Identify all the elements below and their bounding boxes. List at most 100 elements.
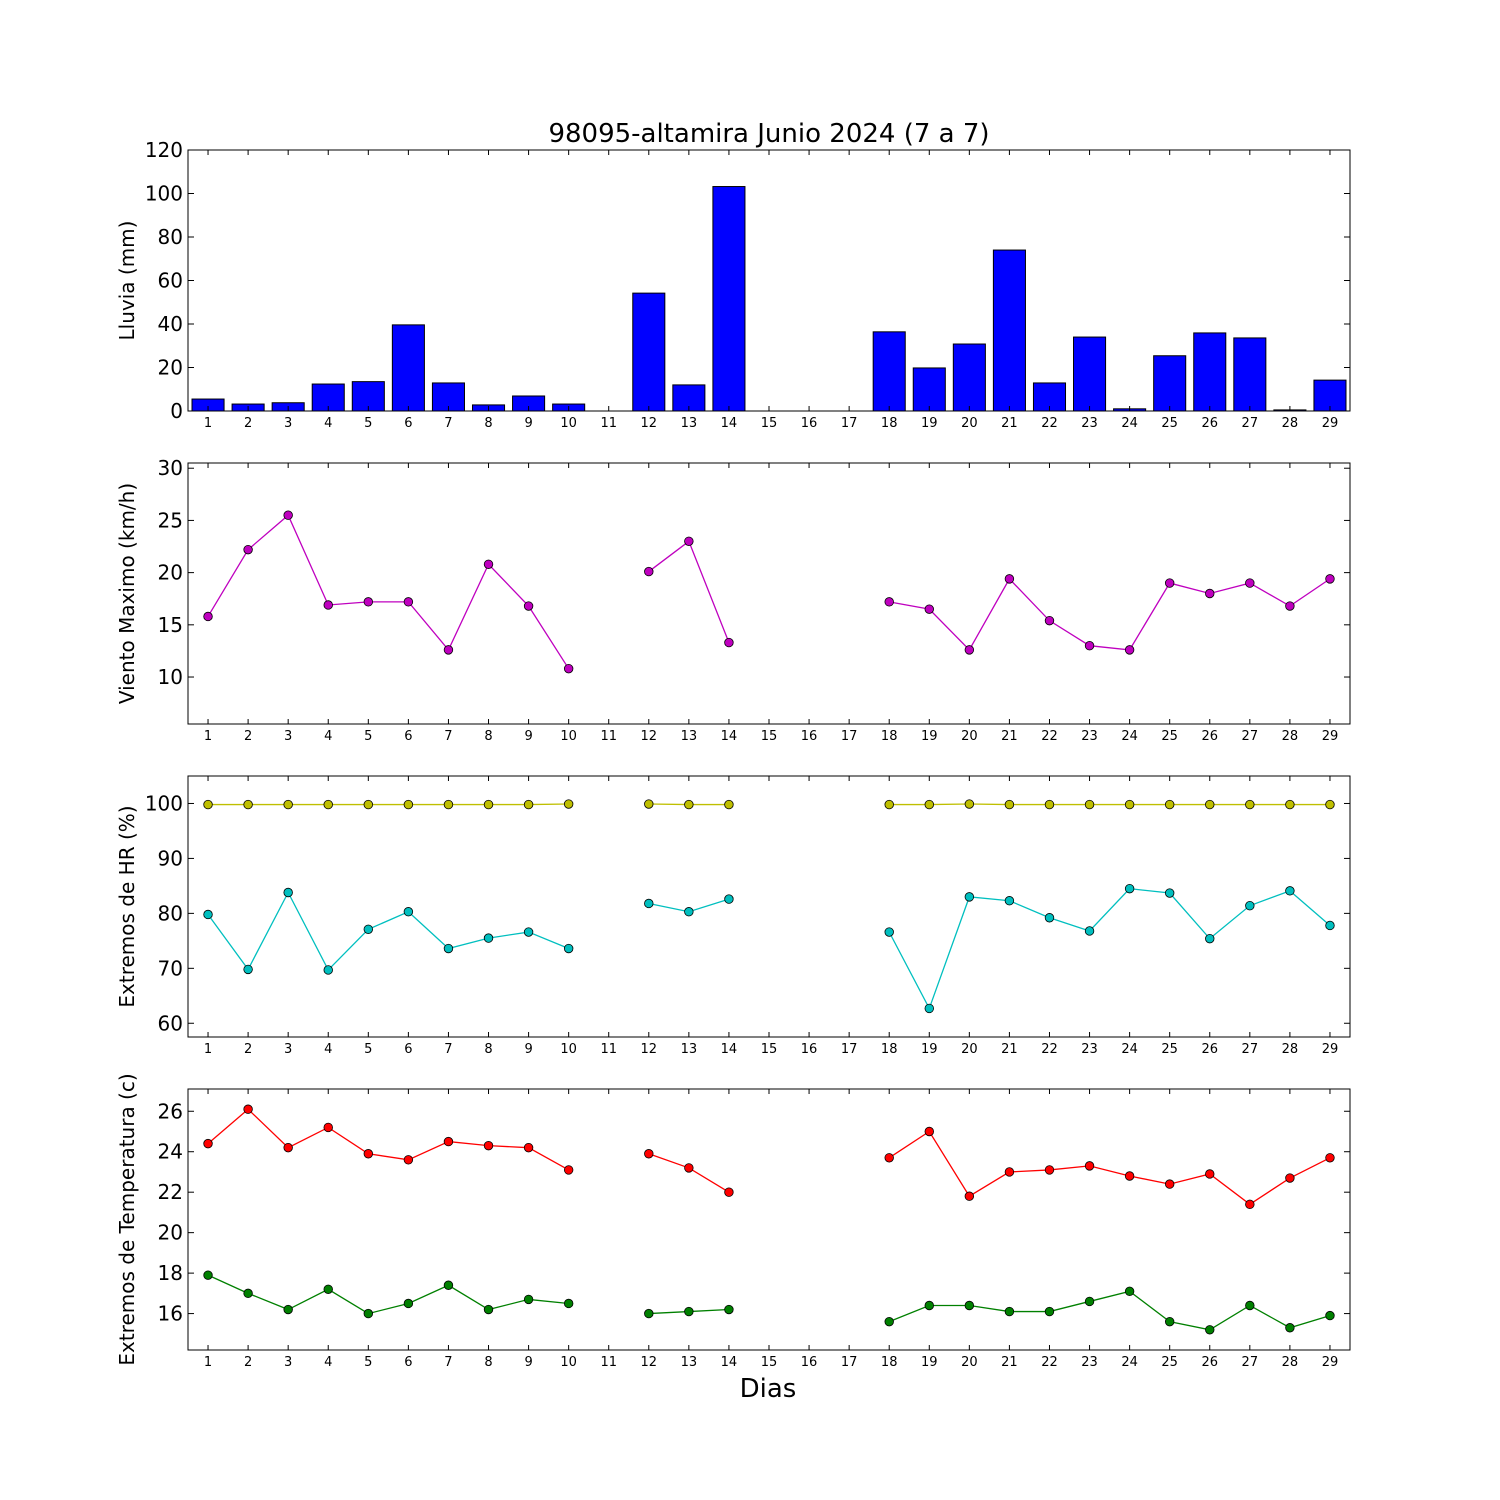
point-s1-day-21 (1004, 574, 1015, 584)
series-2-line (207, 1274, 569, 1315)
x-tick-label: 28 (1282, 1042, 1299, 1057)
x-tick-label: 3 (284, 1355, 292, 1370)
x-tick-label: 5 (364, 1042, 372, 1057)
point-s2-day-26 (1205, 933, 1215, 944)
point-s1-day-25 (1164, 578, 1175, 588)
x-tick-label: 26 (1201, 1355, 1218, 1370)
x-tick-label: 2 (244, 729, 252, 744)
bar-day-25 (1153, 355, 1187, 412)
x-tick-label: 7 (444, 416, 452, 431)
x-tick-label: 18 (881, 1042, 898, 1057)
x-tick-label: 7 (444, 1355, 452, 1370)
point-s1-day-24 (1124, 799, 1135, 810)
y-axis-label: Viento Maximo (km/h) (115, 483, 139, 704)
x-tick-label: 29 (1322, 416, 1339, 431)
series-1-line (648, 1153, 730, 1193)
x-tick-label: 14 (721, 416, 738, 431)
point-s1-day-14 (724, 637, 734, 648)
point-s1-day-7 (443, 645, 454, 655)
x-tick-label: 8 (484, 1355, 492, 1370)
x-tick-label: 11 (600, 729, 617, 744)
x-tick-label: 18 (881, 729, 898, 744)
x-tick-label: 19 (921, 1042, 938, 1057)
x-tick-label: 25 (1161, 1355, 1178, 1370)
point-s2-day-7 (443, 943, 454, 954)
x-axis-label: Dias (740, 1374, 797, 1404)
x-tick-label: 12 (641, 1355, 658, 1370)
x-tick-label: 12 (641, 1042, 658, 1057)
x-tick-label: 19 (921, 729, 938, 744)
point-s2-day-18 (884, 1316, 894, 1327)
x-tick-label: 23 (1081, 1355, 1098, 1370)
x-tick-label: 28 (1282, 729, 1299, 744)
point-s1-day-1 (203, 611, 213, 622)
bar-day-29 (1313, 379, 1347, 412)
x-tick-label: 13 (681, 729, 698, 744)
point-s2-day-6 (403, 907, 414, 917)
x-tick-label: 2 (244, 1355, 252, 1370)
point-s1-day-8 (483, 559, 494, 569)
point-s2-day-5 (363, 924, 374, 935)
point-s1-day-7 (443, 1136, 454, 1147)
bar-day-27 (1233, 337, 1267, 412)
x-tick-label: 29 (1322, 1355, 1339, 1370)
series-1-line (889, 577, 1331, 651)
point-s2-day-10 (563, 943, 574, 954)
x-tick-label: 17 (841, 1355, 858, 1370)
point-s2-day-3 (283, 1304, 293, 1315)
y-tick-label: 80 (158, 901, 183, 925)
x-tick-label: 13 (681, 1042, 698, 1057)
series-1-line (889, 803, 1330, 806)
point-s2-day-8 (483, 933, 494, 943)
y-tick-label: 20 (158, 1221, 183, 1245)
point-s2-day-28 (1285, 1323, 1295, 1333)
point-s1-day-13 (684, 1163, 694, 1173)
y-tick-label: 100 (145, 791, 183, 815)
point-s1-day-10 (563, 1165, 574, 1175)
point-s1-day-27 (1245, 1199, 1255, 1210)
point-s1-day-6 (403, 597, 414, 607)
point-s2-day-14 (724, 894, 734, 904)
x-tick-label: 20 (961, 729, 978, 744)
x-tick-label: 14 (721, 1355, 738, 1370)
y-tick-label: 90 (158, 846, 183, 870)
x-tick-label: 29 (1322, 1042, 1339, 1057)
point-s2-day-13 (684, 907, 694, 917)
point-s2-day-22 (1044, 1306, 1055, 1317)
point-s1-day-23 (1084, 641, 1095, 651)
point-s1-day-26 (1205, 1169, 1215, 1179)
point-s1-day-9 (523, 601, 534, 611)
point-s2-day-9 (523, 927, 534, 937)
x-tick-label: 11 (600, 1355, 617, 1370)
series-1-line (207, 514, 570, 670)
point-s1-day-27 (1245, 799, 1255, 810)
x-tick-label: 5 (364, 729, 372, 744)
point-s1-day-26 (1205, 799, 1215, 810)
series-1-line (207, 1108, 569, 1171)
point-s1-day-29 (1325, 574, 1335, 584)
point-s1-day-10 (563, 799, 574, 809)
point-s1-day-8 (483, 799, 494, 810)
y-tick-label: 80 (158, 225, 183, 249)
x-tick-label: 25 (1161, 416, 1178, 431)
point-s1-day-5 (363, 1149, 374, 1159)
plot-frame (187, 1088, 1351, 1351)
y-axis-label: Extremos de Temperatura (c) (115, 1073, 139, 1365)
point-s2-day-1 (203, 1270, 213, 1280)
x-tick-label: 26 (1201, 729, 1218, 744)
point-s1-day-2 (243, 544, 253, 555)
y-tick-label: 18 (158, 1261, 183, 1285)
point-s1-day-29 (1325, 799, 1335, 810)
x-tick-label: 4 (324, 1042, 332, 1057)
point-s1-day-28 (1285, 601, 1295, 611)
point-s1-day-20 (964, 645, 975, 655)
x-tick-label: 10 (560, 1355, 577, 1370)
y-tick-label: 24 (158, 1140, 183, 1164)
point-s2-day-25 (1164, 1316, 1175, 1327)
x-tick-label: 26 (1201, 416, 1218, 431)
x-tick-label: 5 (364, 416, 372, 431)
point-s1-day-4 (323, 600, 333, 610)
point-s2-day-24 (1124, 883, 1135, 894)
